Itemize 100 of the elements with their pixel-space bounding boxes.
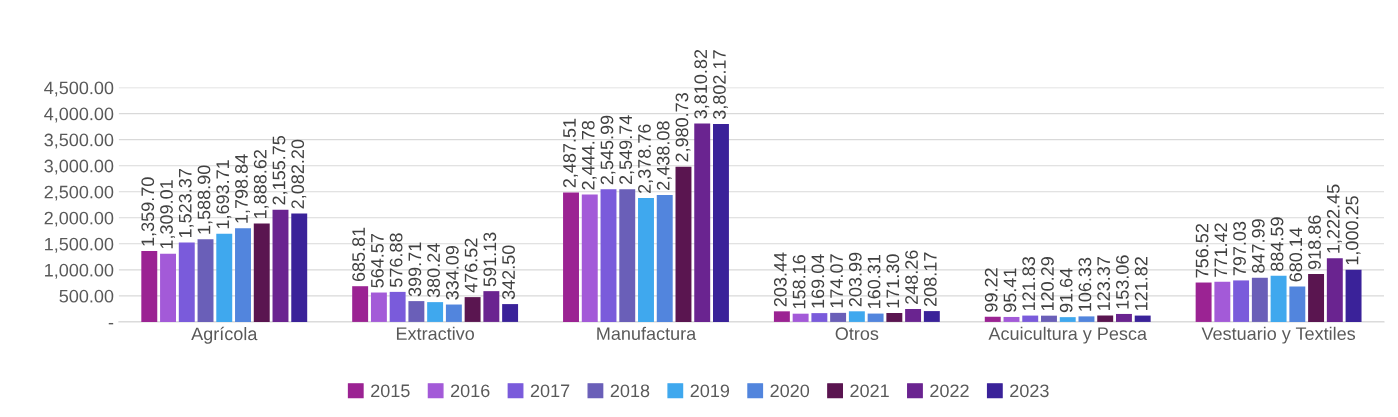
bar <box>581 194 598 322</box>
data-label: 476.52 <box>464 238 478 293</box>
data-label: 2,438.08 <box>656 121 672 190</box>
y-tick-label: 1,000.00 <box>45 263 114 279</box>
legend-label: 2018 <box>610 384 650 398</box>
data-label: 334.09 <box>445 245 459 300</box>
data-label: 591.13 <box>483 232 497 287</box>
bar <box>272 209 289 322</box>
bar <box>1214 281 1231 322</box>
x-tick-label: Otros <box>835 327 879 341</box>
data-label: 1,888.62 <box>253 150 269 219</box>
data-label: 576.88 <box>389 233 403 287</box>
data-label: 203.99 <box>848 252 862 307</box>
legend-label: 2017 <box>530 384 570 398</box>
bar <box>197 239 214 322</box>
bar <box>445 304 462 322</box>
bar <box>291 213 308 322</box>
data-label: 797.03 <box>1233 221 1246 276</box>
data-label: 158.16 <box>792 255 806 309</box>
data-label: 2,378.76 <box>638 124 653 193</box>
data-label: 3,802.17 <box>713 50 728 120</box>
bar <box>370 292 387 322</box>
bar <box>160 253 176 322</box>
bar <box>1251 277 1268 322</box>
y-tick-label: 1,500.00 <box>45 237 114 253</box>
bar <box>656 194 673 322</box>
bar <box>713 123 729 322</box>
bar <box>923 311 940 322</box>
bar <box>811 313 828 322</box>
bar <box>1078 316 1095 322</box>
data-label: 106.33 <box>1078 257 1092 311</box>
y-tick-label: - <box>108 322 114 325</box>
bar <box>352 286 369 322</box>
y-tick-label: 3,000.00 <box>44 159 114 175</box>
bar <box>694 123 711 322</box>
bar <box>235 228 251 322</box>
bar <box>1022 315 1039 322</box>
legend-label: 2021 <box>850 384 889 398</box>
bar <box>1345 269 1362 322</box>
bar <box>867 313 884 322</box>
bar <box>905 308 922 322</box>
bar <box>1326 258 1343 322</box>
bar <box>1041 315 1057 322</box>
bar <box>389 291 406 322</box>
legend-label: 2019 <box>690 384 730 398</box>
bar <box>253 223 270 322</box>
bar <box>886 313 903 322</box>
bar <box>178 242 195 322</box>
data-label: 169.04 <box>811 254 825 308</box>
y-tick-label: 500.00 <box>59 289 114 303</box>
data-label: 248.26 <box>905 250 918 304</box>
data-label: 1,000.25 <box>1345 196 1361 265</box>
bar <box>141 251 158 322</box>
data-label: 153.06 <box>1116 255 1129 309</box>
legend-label: 2023 <box>1010 384 1049 398</box>
data-label: 1,693.71 <box>216 160 232 229</box>
bar <box>792 313 809 322</box>
data-label: 2,980.73 <box>675 93 691 162</box>
data-label: 99.22 <box>984 268 998 312</box>
data-label: 918.86 <box>1308 215 1321 270</box>
data-label: 1,523.37 <box>178 169 194 238</box>
bar <box>1003 316 1020 322</box>
data-label: 160.31 <box>867 255 881 309</box>
data-label: 380.24 <box>427 243 440 298</box>
data-label: 1,309.01 <box>160 180 176 249</box>
bar <box>483 291 500 322</box>
legend-label: 2016 <box>451 384 490 398</box>
data-label: 2,549.74 <box>619 115 635 185</box>
data-label: 342.50 <box>502 245 515 300</box>
bar <box>830 312 847 322</box>
data-label: 399.71 <box>408 242 422 297</box>
bar <box>638 198 654 322</box>
bar <box>1195 282 1212 322</box>
data-label: 203.44 <box>773 252 787 307</box>
data-label: 120.29 <box>1041 257 1054 311</box>
bar <box>427 302 444 322</box>
bar <box>408 301 425 322</box>
data-label: 208.17 <box>923 252 937 307</box>
data-label: 3,810.82 <box>694 49 710 119</box>
bar <box>848 311 865 322</box>
bar <box>773 311 790 322</box>
x-tick-label: Acuicultura y Pesca <box>988 326 1147 344</box>
data-label: 121.83 <box>1022 256 1036 311</box>
data-label: 174.07 <box>830 254 843 308</box>
data-label: 1,222.45 <box>1326 184 1342 253</box>
bar <box>1115 313 1132 322</box>
bar <box>1270 275 1287 322</box>
y-tick-label: 2,500.00 <box>44 185 114 201</box>
bar <box>563 192 579 322</box>
bar <box>1308 274 1325 322</box>
bar <box>502 304 519 322</box>
data-label: 95.41 <box>1003 268 1017 312</box>
bar <box>216 233 233 322</box>
bar <box>619 189 636 322</box>
legend-label: 2015 <box>371 384 410 398</box>
data-label: 1,588.90 <box>197 165 213 234</box>
data-label: 171.30 <box>886 254 900 308</box>
data-label: 884.59 <box>1270 217 1284 271</box>
x-tick-label: Manufactura <box>597 326 697 341</box>
data-label: 2,082.20 <box>291 139 307 209</box>
